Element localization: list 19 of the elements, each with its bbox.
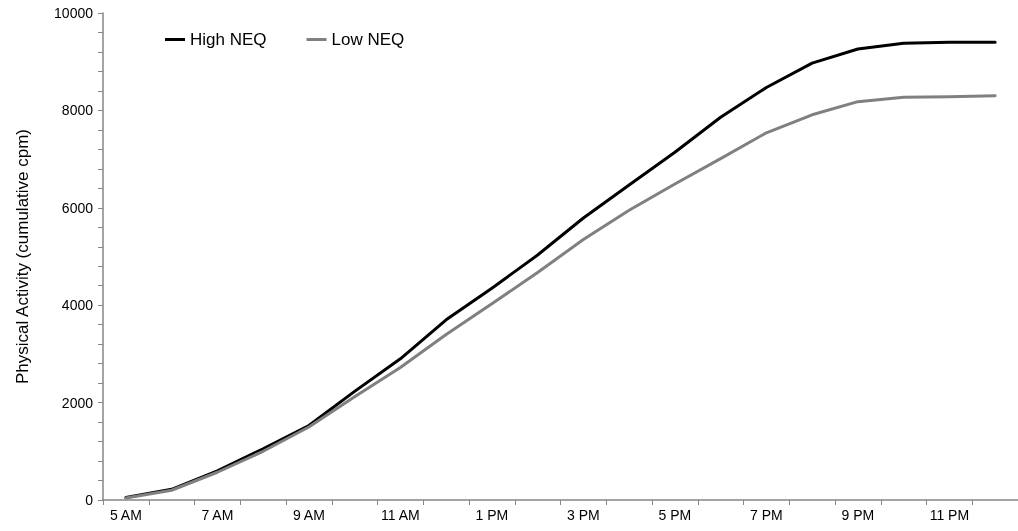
- x-tick-label: 11 AM: [381, 507, 420, 523]
- y-tick-label: 10000: [54, 5, 94, 21]
- x-tick-label: 3 PM: [567, 507, 600, 523]
- x-tick-label: 9 AM: [292, 507, 325, 523]
- x-tick-label: 11 PM: [929, 507, 970, 523]
- legend-label: Low NEQ: [331, 30, 405, 49]
- y-tick-label: 0: [85, 492, 94, 508]
- x-tick-label: 7 AM: [201, 507, 234, 523]
- y-tick-label: 4000: [61, 297, 94, 314]
- y-tick-label: 8000: [61, 102, 94, 119]
- y-tick-label: 2000: [61, 394, 94, 411]
- x-tick-label: 7 PM: [750, 507, 783, 523]
- x-tick-label: 5 PM: [658, 507, 692, 523]
- legend-label: High NEQ: [190, 30, 267, 49]
- x-tick-label: 1 PM: [475, 507, 509, 523]
- y-axis-title: Physical Activity (cumulative cpm): [13, 128, 32, 385]
- y-tick-label: 6000: [61, 199, 94, 216]
- x-tick-label: 5 AM: [109, 507, 142, 523]
- x-tick-label: 9 PM: [841, 507, 875, 523]
